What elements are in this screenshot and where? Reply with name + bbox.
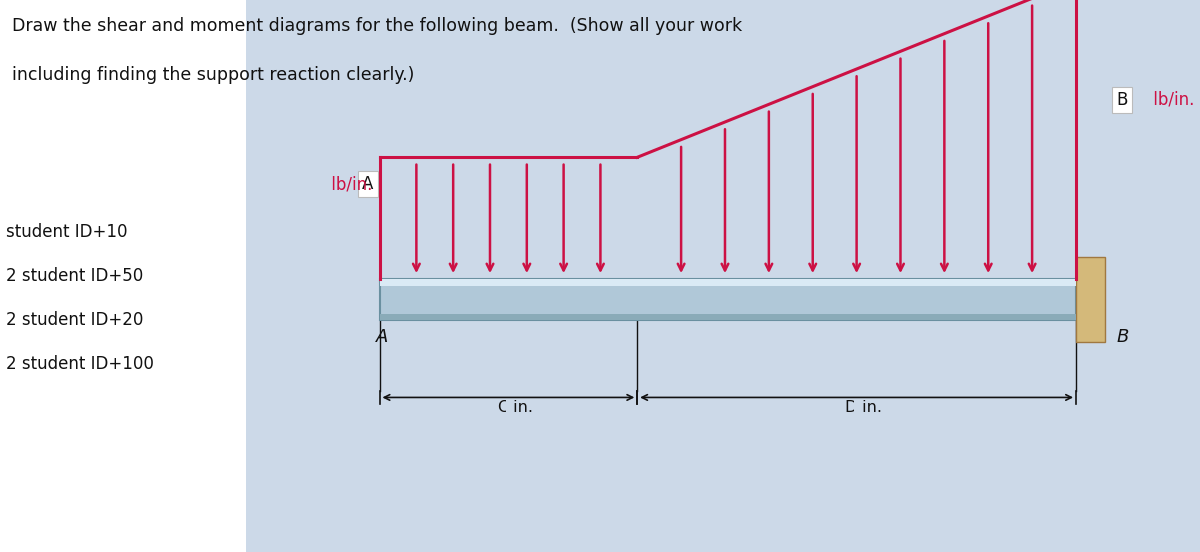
Text: in.: in. <box>509 400 533 415</box>
Text: including finding the support reaction clearly.): including finding the support reaction c… <box>12 66 414 84</box>
Text: C: C <box>497 400 509 415</box>
Text: 2 student ID+20: 2 student ID+20 <box>6 311 143 329</box>
Text: D: D <box>845 400 857 415</box>
Text: lb/in.: lb/in. <box>1147 91 1194 109</box>
Bar <box>379 314 1076 320</box>
Bar <box>379 279 1076 320</box>
Bar <box>379 279 1076 286</box>
Text: B: B <box>1116 328 1129 347</box>
Text: 2 student ID+50: 2 student ID+50 <box>6 267 143 285</box>
Text: A: A <box>362 175 373 193</box>
Text: Draw the shear and moment diagrams for the following beam.  (Show all your work: Draw the shear and moment diagrams for t… <box>12 17 742 35</box>
Text: B: B <box>1116 91 1128 109</box>
Text: student ID+10: student ID+10 <box>6 223 127 241</box>
Text: 2 student ID+100: 2 student ID+100 <box>6 355 154 373</box>
Bar <box>1076 257 1105 342</box>
Bar <box>246 0 1200 552</box>
Text: A: A <box>376 328 388 347</box>
Text: in.: in. <box>857 400 882 415</box>
Text: lb/in.: lb/in. <box>326 175 372 193</box>
